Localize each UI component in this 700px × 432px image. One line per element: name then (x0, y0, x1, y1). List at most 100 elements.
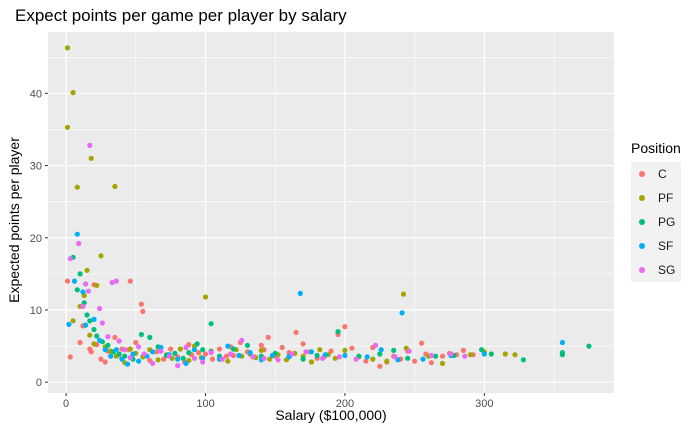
legend-marker (639, 219, 645, 225)
data-point-sf (150, 349, 155, 354)
data-point-sg (97, 306, 102, 311)
data-point-pg (391, 348, 396, 353)
y-tick-label: 10 (30, 305, 42, 317)
data-point-sf (103, 347, 108, 352)
legend-label: SG (658, 263, 675, 277)
legend-label: SF (658, 239, 673, 253)
data-point-pf (87, 333, 92, 338)
data-point-sf (365, 354, 370, 359)
data-point-sf (248, 350, 253, 355)
legend-key (631, 235, 653, 257)
data-point-sg (407, 349, 412, 354)
data-point-sf (83, 323, 88, 328)
data-point-c (377, 364, 382, 369)
data-point-sf (72, 279, 77, 284)
data-point-c (65, 279, 70, 284)
data-point-sg (239, 338, 244, 343)
data-point-c (294, 330, 299, 335)
data-point-sf (236, 353, 241, 358)
legend-item-pg: PG (631, 210, 681, 234)
data-point-sg (128, 355, 133, 360)
chart-title: Expect points per game per player by sal… (15, 6, 347, 26)
data-point-sg (167, 354, 172, 359)
legend-marker (639, 195, 645, 201)
data-point-sf (125, 362, 130, 367)
data-point-pg (209, 321, 214, 326)
data-point-pf (401, 292, 406, 297)
data-point-c (140, 309, 145, 314)
data-point-sf (560, 340, 565, 345)
data-point-sg (289, 351, 294, 356)
data-point-pf (98, 253, 103, 258)
data-point-sg (68, 256, 73, 261)
data-point-sg (320, 356, 325, 361)
data-point-pg (231, 346, 236, 351)
data-point-sg (462, 354, 467, 359)
data-point-pg (78, 271, 83, 276)
data-point-sg (183, 345, 188, 350)
data-point-sf (66, 322, 71, 327)
data-point-sg (303, 349, 308, 354)
data-point-pg (560, 350, 565, 355)
data-point-sf (298, 291, 303, 296)
data-point-pg (301, 357, 306, 362)
data-point-c (301, 341, 306, 346)
data-point-pg (479, 347, 484, 352)
legend: Position C PF PG SF SG (631, 140, 681, 282)
data-point-c (128, 279, 133, 284)
legend-label: PG (658, 215, 675, 229)
data-point-pf (370, 357, 375, 362)
data-point-sf (175, 357, 180, 362)
data-point-sf (420, 357, 425, 362)
data-point-pg (335, 329, 340, 334)
data-point-sg (429, 353, 434, 358)
data-point-pg (181, 356, 186, 361)
data-point-sg (136, 344, 141, 349)
data-point-sg (122, 347, 127, 352)
data-point-pg (172, 351, 177, 356)
data-point-sg (117, 338, 122, 343)
legend-item-sg: SG (631, 258, 681, 282)
data-point-pf (65, 45, 70, 50)
data-point-pf (112, 184, 117, 189)
data-point-pf (65, 125, 70, 130)
data-point-sg (354, 357, 359, 362)
data-point-sg (373, 343, 378, 348)
data-point-pg (147, 335, 152, 340)
data-point-pf (128, 346, 133, 351)
legend-label: PF (658, 191, 673, 205)
data-point-c (78, 340, 83, 345)
data-point-pf (71, 318, 76, 323)
data-point-pf (203, 294, 208, 299)
data-point-c (203, 351, 208, 356)
data-point-sg (275, 357, 280, 362)
data-point-pf (75, 185, 80, 190)
data-point-sg (175, 363, 180, 368)
data-point-pf (89, 156, 94, 161)
data-point-c (217, 346, 222, 351)
data-point-c (103, 359, 108, 364)
data-point-sg (76, 241, 81, 246)
data-point-pg (489, 351, 494, 356)
data-point-sf (379, 347, 384, 352)
data-point-sf (192, 347, 197, 352)
data-point-c (440, 354, 445, 359)
data-point-pg (105, 343, 110, 348)
data-point-pf (309, 359, 314, 364)
data-point-pf (156, 357, 161, 362)
data-point-sf (270, 353, 275, 358)
legend-item-pf: PF (631, 186, 681, 210)
data-point-c (133, 340, 138, 345)
data-point-sf (309, 349, 314, 354)
legend-marker (639, 243, 645, 249)
data-point-pg (521, 357, 526, 362)
legend-key (631, 211, 653, 233)
data-point-pf (468, 352, 473, 357)
data-point-pf (94, 283, 99, 288)
data-point-sf (114, 347, 119, 352)
data-point-sg (158, 349, 163, 354)
data-point-pf (384, 359, 389, 364)
data-point-pg (75, 287, 80, 292)
data-point-sg (250, 354, 255, 359)
data-point-c (168, 346, 173, 351)
